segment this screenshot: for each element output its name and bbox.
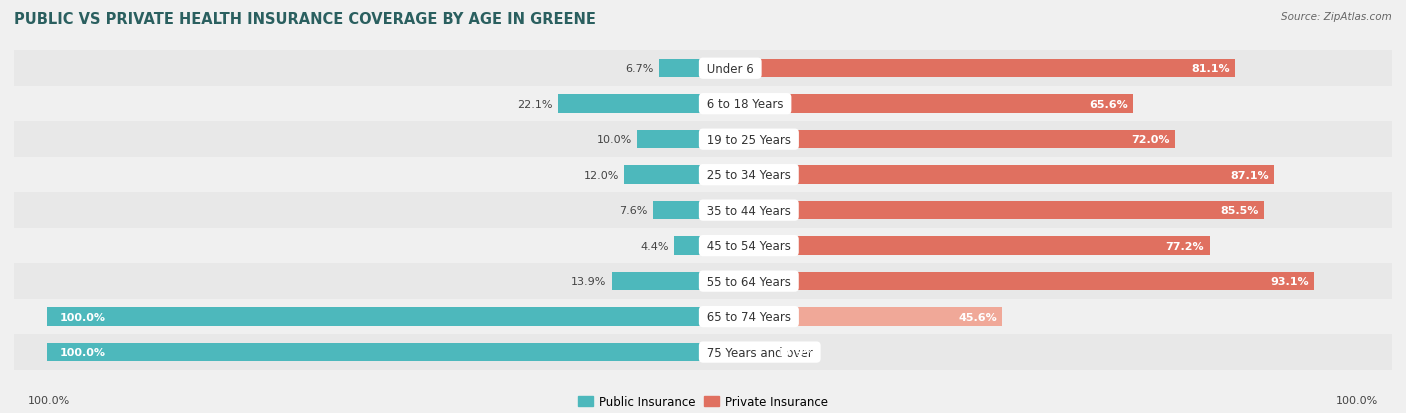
- Bar: [14, 122, 1392, 157]
- Text: 25 to 34 Years: 25 to 34 Years: [703, 169, 794, 182]
- Text: 13.9%: 13.9%: [571, 276, 606, 287]
- Text: 100.0%: 100.0%: [60, 347, 105, 357]
- Bar: [14, 335, 1392, 370]
- Bar: [703, 272, 1313, 291]
- Text: 72.0%: 72.0%: [1132, 135, 1170, 145]
- Bar: [703, 60, 1234, 78]
- Bar: [14, 228, 1392, 264]
- Legend: Public Insurance, Private Insurance: Public Insurance, Private Insurance: [578, 395, 828, 408]
- Text: 75 Years and over: 75 Years and over: [703, 346, 817, 359]
- Bar: [14, 87, 1392, 122]
- Bar: [673, 237, 703, 255]
- Text: 100.0%: 100.0%: [1336, 395, 1378, 405]
- Text: PUBLIC VS PRIVATE HEALTH INSURANCE COVERAGE BY AGE IN GREENE: PUBLIC VS PRIVATE HEALTH INSURANCE COVER…: [14, 12, 596, 27]
- Bar: [46, 308, 703, 326]
- Text: 77.2%: 77.2%: [1166, 241, 1205, 251]
- Text: 19 to 25 Years: 19 to 25 Years: [703, 133, 794, 146]
- Text: 10.0%: 10.0%: [598, 135, 633, 145]
- Bar: [703, 237, 1209, 255]
- Text: 6.7%: 6.7%: [626, 64, 654, 74]
- Bar: [703, 95, 1133, 114]
- Text: 6 to 18 Years: 6 to 18 Years: [703, 98, 787, 111]
- Bar: [14, 51, 1392, 87]
- Bar: [703, 166, 1274, 185]
- Bar: [46, 343, 703, 361]
- Text: 93.1%: 93.1%: [1270, 276, 1309, 287]
- Bar: [558, 95, 703, 114]
- Text: 85.5%: 85.5%: [1220, 206, 1258, 216]
- Text: 81.1%: 81.1%: [1191, 64, 1230, 74]
- Text: 12.0%: 12.0%: [583, 170, 619, 180]
- Text: 87.1%: 87.1%: [1230, 170, 1270, 180]
- Bar: [14, 264, 1392, 299]
- Text: 55 to 64 Years: 55 to 64 Years: [703, 275, 794, 288]
- Bar: [637, 131, 703, 149]
- Text: Source: ZipAtlas.com: Source: ZipAtlas.com: [1281, 12, 1392, 22]
- Bar: [703, 131, 1175, 149]
- Bar: [14, 299, 1392, 335]
- Text: 45.6%: 45.6%: [959, 312, 997, 322]
- Text: 7.6%: 7.6%: [620, 206, 648, 216]
- Text: 65 to 74 Years: 65 to 74 Years: [703, 310, 794, 323]
- Bar: [624, 166, 703, 185]
- Bar: [703, 343, 821, 361]
- Bar: [14, 157, 1392, 193]
- Bar: [654, 202, 703, 220]
- Bar: [612, 272, 703, 291]
- Text: Under 6: Under 6: [703, 62, 758, 76]
- Text: 45 to 54 Years: 45 to 54 Years: [703, 240, 794, 252]
- Text: 100.0%: 100.0%: [28, 395, 70, 405]
- Text: 35 to 44 Years: 35 to 44 Years: [703, 204, 794, 217]
- Bar: [14, 193, 1392, 228]
- Text: 4.4%: 4.4%: [640, 241, 669, 251]
- Text: 22.1%: 22.1%: [517, 100, 553, 109]
- Text: 65.6%: 65.6%: [1090, 100, 1128, 109]
- Text: 100.0%: 100.0%: [60, 312, 105, 322]
- Bar: [703, 308, 1002, 326]
- Bar: [703, 202, 1264, 220]
- Bar: [659, 60, 703, 78]
- Text: 17.9%: 17.9%: [776, 347, 815, 357]
